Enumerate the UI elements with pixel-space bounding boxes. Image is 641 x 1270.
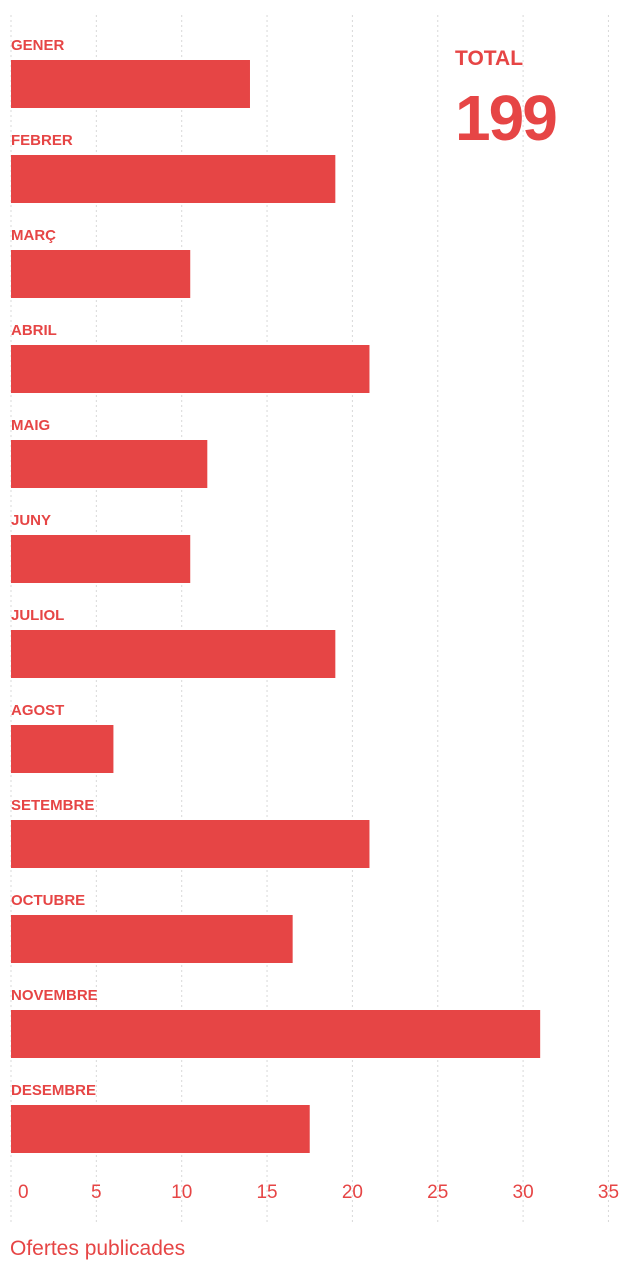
gridlines [10, 15, 609, 1225]
category-label: NOVEMBRE [11, 987, 98, 1004]
category-label: JUNY [11, 512, 51, 529]
bar [11, 1105, 310, 1153]
x-tick-label: 20 [342, 1182, 363, 1203]
x-tick-label: 0 [18, 1182, 29, 1203]
category-labels: GENER FEBRER MARÇ ABRIL MAIG JUNY JULIOL AGOST S… [11, 37, 98, 1099]
bar [11, 630, 336, 678]
category-label: AGOST [11, 702, 64, 719]
x-tick-labels: 0 5 10 15 20 25 30 35 [18, 1182, 619, 1203]
category-label: GENER [11, 37, 65, 54]
category-label: JULIOL [11, 607, 64, 624]
bar [11, 345, 370, 393]
bar [11, 1010, 541, 1058]
bar [11, 535, 191, 583]
category-label: SETEMBRE [11, 797, 94, 814]
x-tick-label: 10 [171, 1182, 192, 1203]
category-label: ABRIL [11, 322, 57, 339]
category-label: DESEMBRE [11, 1082, 96, 1099]
bar [11, 725, 114, 773]
bars [11, 60, 541, 1153]
x-tick-label: 35 [598, 1182, 619, 1203]
category-label: MARÇ [11, 227, 56, 244]
bar [11, 250, 191, 298]
x-tick-label: 15 [256, 1182, 277, 1203]
x-tick-label: 5 [91, 1182, 102, 1203]
total-label: TOTAL [455, 47, 523, 70]
x-tick-label: 25 [427, 1182, 448, 1203]
bar [11, 820, 370, 868]
bar [11, 155, 336, 203]
x-tick-label: 30 [513, 1182, 534, 1203]
total-value: 199 [455, 82, 556, 154]
bar [11, 915, 293, 963]
x-axis-title: Ofertes publicades [10, 1237, 185, 1260]
category-label: MAIG [11, 417, 50, 434]
bar [11, 60, 250, 108]
category-label: OCTUBRE [11, 892, 85, 909]
category-label: FEBRER [11, 132, 73, 149]
bar [11, 440, 208, 488]
